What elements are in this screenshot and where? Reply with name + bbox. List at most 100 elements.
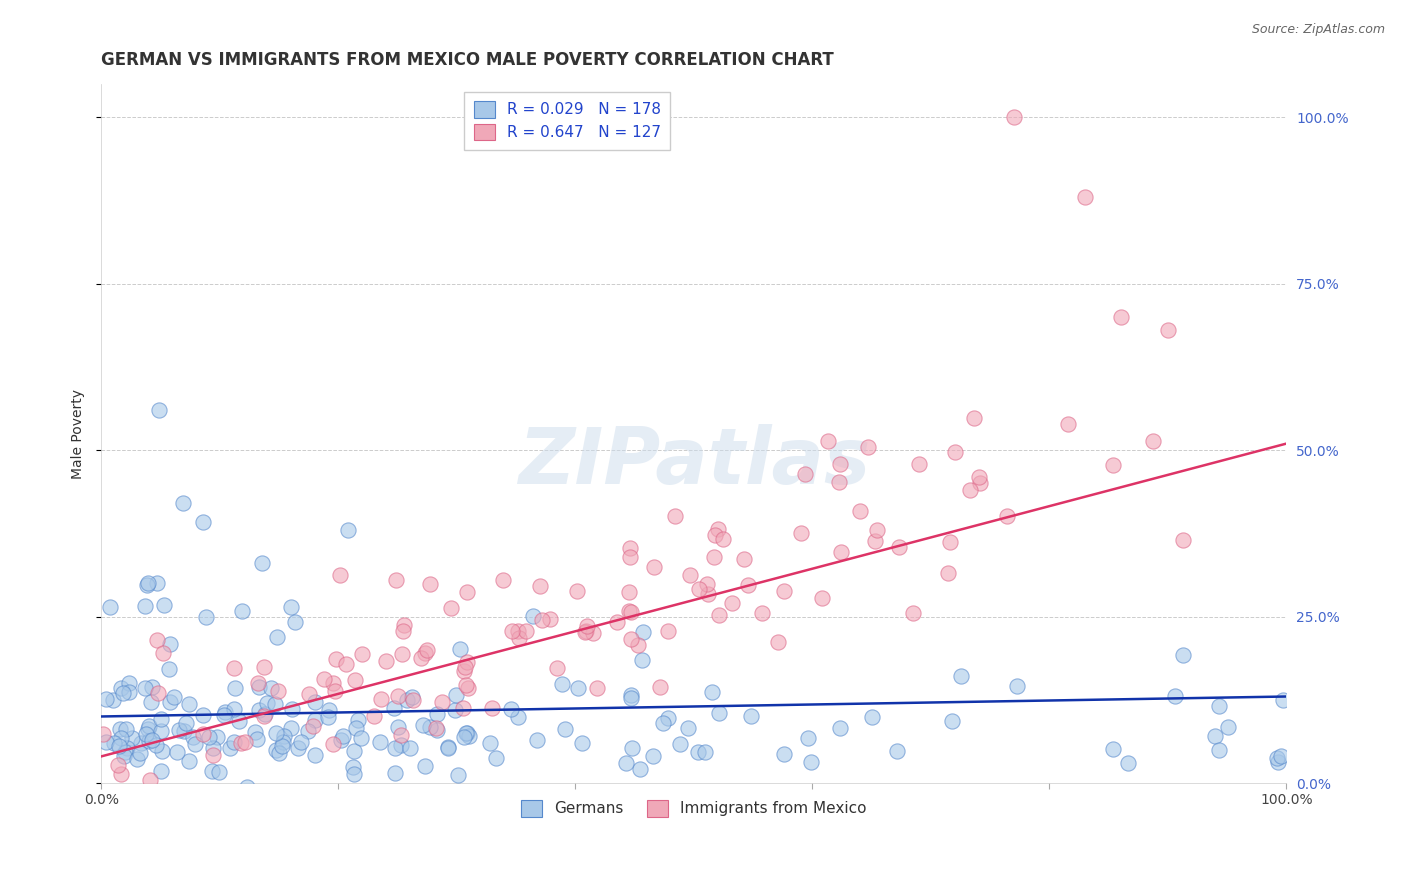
Point: [322, 676, 344, 690]
Point: [585, 681, 607, 695]
Point: [619, 541, 641, 556]
Point: [790, 526, 813, 541]
Point: [231, 604, 253, 618]
Point: [108, 739, 131, 754]
Point: [856, 440, 879, 454]
Point: [290, 735, 312, 749]
Point: [620, 605, 643, 619]
Point: [152, 598, 174, 612]
Point: [538, 612, 561, 626]
Point: [456, 678, 478, 692]
Point: [236, 780, 259, 794]
Point: [323, 683, 346, 698]
Point: [508, 632, 530, 646]
Point: [246, 732, 269, 747]
Point: [614, 756, 637, 770]
Point: [149, 723, 172, 738]
Point: [733, 551, 755, 566]
Point: [943, 445, 966, 459]
Point: [651, 716, 673, 731]
Point: [546, 661, 568, 675]
Point: [149, 712, 172, 726]
Point: [811, 591, 834, 606]
Point: [1164, 689, 1187, 703]
Point: [138, 773, 160, 788]
Point: [711, 533, 734, 547]
Point: [751, 606, 773, 620]
Point: [1204, 729, 1226, 743]
Point: [939, 534, 962, 549]
Point: [436, 741, 458, 756]
Point: [709, 608, 731, 623]
Point: [250, 557, 273, 571]
Point: [329, 733, 352, 747]
Point: [141, 680, 163, 694]
Point: [413, 646, 436, 660]
Point: [1057, 417, 1080, 431]
Point: [384, 765, 406, 780]
Point: [817, 434, 839, 448]
Point: [350, 731, 373, 746]
Point: [222, 735, 245, 749]
Point: [110, 681, 132, 695]
Point: [347, 713, 370, 727]
Point: [949, 669, 972, 683]
Point: [1101, 742, 1123, 756]
Point: [201, 764, 224, 779]
Point: [136, 576, 159, 591]
Point: [1109, 310, 1132, 324]
Point: [335, 657, 357, 672]
Point: [1270, 748, 1292, 763]
Point: [901, 607, 924, 621]
Point: [606, 615, 628, 630]
Point: [198, 730, 221, 744]
Point: [389, 728, 412, 742]
Point: [693, 745, 716, 759]
Point: [620, 691, 643, 706]
Point: [1157, 323, 1180, 337]
Text: Source: ZipAtlas.com: Source: ZipAtlas.com: [1251, 23, 1385, 37]
Point: [260, 681, 283, 695]
Point: [228, 714, 250, 728]
Point: [343, 673, 366, 687]
Point: [860, 710, 883, 724]
Point: [1216, 720, 1239, 734]
Point: [887, 540, 910, 554]
Point: [501, 624, 523, 639]
Point: [159, 638, 181, 652]
Point: [700, 685, 723, 699]
Point: [253, 660, 276, 674]
Point: [582, 625, 605, 640]
Point: [205, 789, 228, 804]
Point: [146, 632, 169, 647]
Point: [191, 515, 214, 529]
Point: [329, 568, 352, 582]
Point: [574, 625, 596, 640]
Point: [848, 504, 870, 518]
Point: [766, 635, 789, 649]
Point: [456, 726, 478, 740]
Point: [576, 619, 599, 633]
Point: [205, 730, 228, 744]
Point: [134, 681, 156, 695]
Point: [139, 696, 162, 710]
Point: [392, 624, 415, 638]
Point: [103, 736, 125, 750]
Point: [107, 757, 129, 772]
Point: [399, 740, 422, 755]
Point: [222, 661, 245, 675]
Point: [332, 729, 354, 743]
Point: [382, 701, 405, 715]
Point: [1002, 111, 1025, 125]
Point: [1142, 434, 1164, 448]
Point: [830, 544, 852, 558]
Point: [387, 720, 409, 734]
Point: [413, 759, 436, 773]
Point: [253, 709, 276, 723]
Point: [641, 749, 664, 764]
Point: [129, 736, 152, 750]
Point: [412, 718, 434, 732]
Point: [344, 721, 367, 735]
Point: [316, 710, 339, 724]
Point: [707, 706, 730, 720]
